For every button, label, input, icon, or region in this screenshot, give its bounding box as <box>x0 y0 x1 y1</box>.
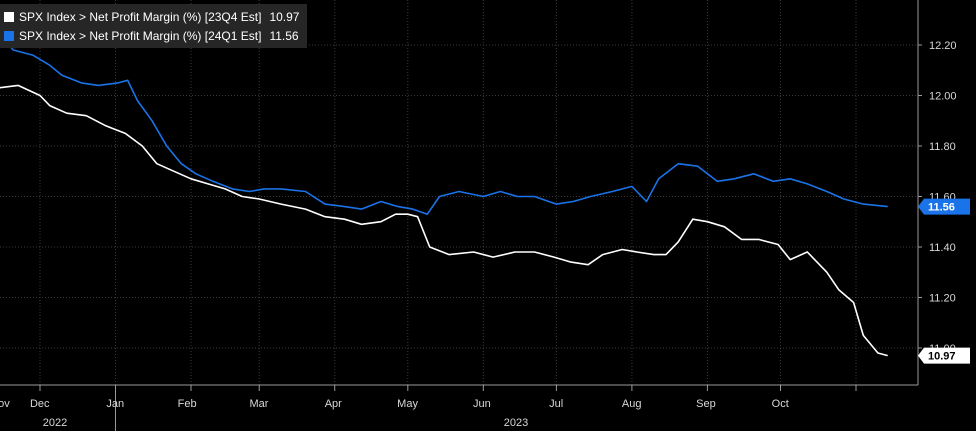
x-tick-label: Sep <box>696 398 716 410</box>
x-tick-label: Oct <box>772 398 789 410</box>
grid-lines <box>0 0 918 385</box>
legend-swatch-23q4 <box>4 11 14 22</box>
y-tick-label: 11.80 <box>929 141 956 153</box>
x-tick-label: Feb <box>178 398 197 410</box>
x-tick-label: Dec <box>30 398 50 410</box>
y-tick-label: 12.20 <box>929 40 957 52</box>
last-value-tag-bg-0 <box>918 347 970 364</box>
legend: SPX Index > Net Profit Margin (%) [23Q4 … <box>0 4 308 48</box>
legend-label-23q4: SPX Index > Net Profit Margin (%) [23Q4 … <box>19 9 262 24</box>
y-tick-label: 12.00 <box>929 91 957 103</box>
axes <box>0 0 922 431</box>
legend-swatch-24q1 <box>4 30 14 41</box>
x-tick-label: Mar <box>250 398 269 410</box>
legend-value-23q4: 10.97 <box>269 9 300 24</box>
legend-entry-24q1[interactable]: SPX Index > Net Profit Margin (%) [24Q1 … <box>4 26 299 45</box>
legend-value-24q1: 11.56 <box>269 28 299 43</box>
x-tick-label: Nov <box>0 398 10 410</box>
series-line-0 <box>0 84 888 357</box>
x-tick-label: May <box>397 398 418 410</box>
last-value-label-1: 11.56 <box>928 202 955 214</box>
x-tick-label: Apr <box>325 398 342 410</box>
last-value-tag-bg-1 <box>918 198 970 215</box>
x-tick-label: Jul <box>549 398 563 410</box>
series-line-1 <box>0 32 888 215</box>
legend-entry-23q4[interactable]: SPX Index > Net Profit Margin (%) [23Q4 … <box>4 7 299 26</box>
x-tick-label: Jan <box>106 398 124 410</box>
last-value-tag-0: 10.97 <box>918 347 970 364</box>
y-tick-label: 11.40 <box>929 242 956 254</box>
x-tick-label: Aug <box>622 398 642 410</box>
x-tick-label: Jun <box>473 398 491 410</box>
last-value-tag-1: 11.56 <box>918 198 970 215</box>
year-label-2023: 2023 <box>504 417 528 429</box>
year-label-2022: 2022 <box>43 417 67 429</box>
last-value-labels: 10.97 11.56 <box>918 198 970 364</box>
x-axis-tick-labels: Dec Jan Feb Mar Apr May Jun Jul Aug Sep Oct Nov 2022… <box>0 398 789 429</box>
y-tick-label: 11.20 <box>929 293 956 305</box>
series-layer <box>0 32 888 357</box>
legend-label-24q1: SPX Index > Net Profit Margin (%) [24Q1 … <box>19 28 262 43</box>
last-value-label-0: 10.97 <box>928 351 956 363</box>
